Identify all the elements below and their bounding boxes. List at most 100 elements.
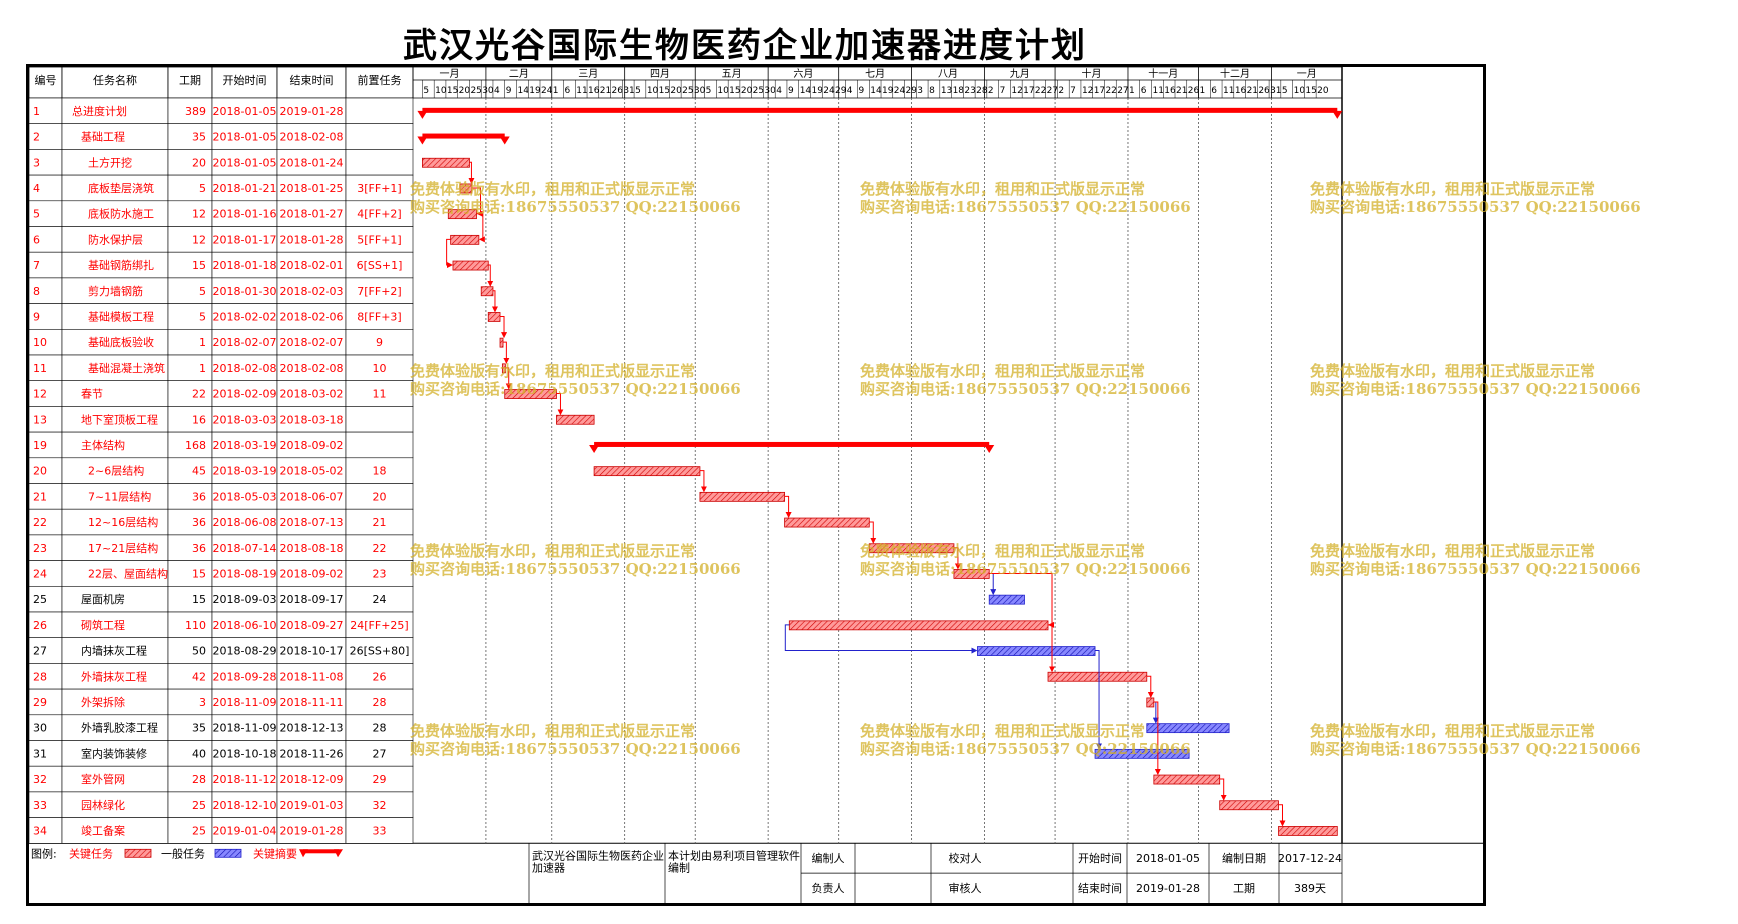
row-end: 2018-01-25 — [280, 182, 344, 195]
row-pred: 26 — [373, 670, 387, 683]
day-label: 10 — [435, 86, 447, 96]
table-cell — [61, 637, 169, 664]
legend-summary-marker — [334, 849, 343, 858]
day-label: 7 — [1070, 86, 1076, 96]
row-pred: 28 — [373, 722, 387, 735]
row-start: 2018-09-28 — [213, 670, 277, 683]
day-label: 20 — [741, 86, 753, 96]
row-start: 2018-01-18 — [213, 259, 277, 272]
day-label: 21 — [600, 86, 611, 96]
row-start: 2018-08-29 — [213, 645, 277, 658]
row-duration: 5 — [199, 182, 206, 195]
row-start: 2018-01-05 — [213, 156, 277, 169]
row-start: 2018-02-08 — [213, 362, 277, 375]
row-name: 外墙乳胶漆工程 — [81, 721, 158, 735]
table-cell — [345, 688, 414, 716]
row-name: 底板垫层浇筑 — [88, 181, 154, 195]
row-start: 2018-03-19 — [213, 465, 277, 478]
row-name: 剪力墙钢筋 — [88, 284, 143, 298]
row-end: 2018-02-06 — [280, 310, 344, 323]
table-cell — [61, 534, 169, 561]
day-label: 26 — [612, 86, 624, 96]
day-label: 5 — [635, 86, 641, 96]
table-cell — [345, 149, 414, 176]
row-end: 2018-01-28 — [280, 233, 344, 246]
footer-date-value: 2017-12-24 — [1278, 852, 1342, 865]
row-duration: 5 — [199, 310, 206, 323]
row-pred: 22 — [373, 542, 387, 555]
day-label: 24 — [541, 86, 553, 96]
row-id: 26 — [33, 619, 47, 632]
footer-project-2: 加速器 — [532, 861, 565, 874]
row-duration: 389 — [185, 105, 206, 118]
row-pred: 28 — [373, 696, 387, 709]
table-cell — [276, 663, 347, 690]
table-cell — [29, 483, 63, 510]
month-label-8: 九月 — [1010, 68, 1030, 80]
row-name: 基础模板工程 — [88, 309, 154, 323]
day-label: 27 — [1047, 86, 1058, 96]
day-label: 15 — [1305, 86, 1316, 96]
table-cell — [211, 637, 278, 664]
table-cell — [29, 688, 63, 716]
table-cell — [276, 688, 347, 716]
row-duration: 15 — [192, 593, 206, 606]
row-name: 室内装饰装修 — [81, 746, 147, 760]
table-cell — [211, 149, 278, 176]
footer-start-value: 2018-01-05 — [1136, 852, 1200, 865]
header-cell — [345, 67, 414, 99]
row-start: 2018-07-14 — [213, 542, 277, 555]
row-start: 2018-11-09 — [213, 722, 277, 735]
row-id: 12 — [33, 388, 47, 401]
day-label: 26 — [1258, 86, 1270, 96]
table-cell — [29, 123, 63, 150]
month-label-3: 四月 — [650, 68, 670, 80]
row-duration: 168 — [185, 439, 206, 452]
dependency-link — [556, 393, 564, 416]
dependency-link — [784, 495, 792, 519]
day-label: 11 — [1223, 86, 1234, 96]
row-id: 28 — [33, 670, 47, 683]
table-cell — [211, 585, 278, 613]
row-start: 2018-03-19 — [213, 439, 277, 452]
day-label: 31 — [623, 86, 634, 96]
table-cell — [345, 714, 414, 741]
footer-owner-label: 负责人 — [812, 881, 845, 895]
day-label: 5 — [706, 86, 712, 96]
row-end: 2018-02-01 — [280, 259, 344, 272]
task-bar-33 — [1219, 800, 1279, 811]
row-start: 2018-12-10 — [213, 799, 277, 812]
footer-duration-value: 389天 — [1294, 882, 1326, 895]
table-cell — [276, 585, 347, 613]
table-cell — [345, 457, 414, 484]
dependency-link — [953, 547, 961, 570]
watermark-text: 免费体验版有水印，租用和正式版显示正常 购买咨询电话:18675550537 QQ… — [1310, 180, 1641, 216]
row-duration: 42 — [192, 670, 206, 683]
row-name: 防水保护层 — [88, 232, 143, 246]
task-bar-20 — [593, 466, 701, 477]
table-cell — [167, 740, 213, 767]
row-id: 19 — [33, 439, 47, 452]
day-label: 4 — [776, 86, 782, 96]
table-cell — [276, 277, 347, 304]
table-cell — [211, 123, 278, 150]
day-label: 5 — [423, 86, 429, 96]
task-bar-27 — [977, 646, 1096, 656]
month-label-4: 五月 — [722, 68, 742, 80]
row-pred: 24 — [373, 593, 387, 606]
legend-summary-marker — [299, 849, 308, 858]
table-cell — [211, 226, 278, 253]
row-name: 基础底板验收 — [88, 335, 154, 349]
watermark-text: 免费体验版有水印，租用和正式版显示正常 购买咨询电话:18675550537 QQ… — [410, 180, 741, 216]
dependency-link — [699, 470, 707, 493]
row-name: 园林绿化 — [81, 798, 125, 812]
table-cell — [167, 765, 213, 793]
task-bar-25 — [988, 594, 1025, 605]
table-cell — [167, 585, 213, 613]
day-label: 16 — [1235, 86, 1247, 96]
day-label: 7 — [1000, 86, 1006, 96]
day-label: 16 — [1164, 86, 1176, 96]
day-label: 29 — [835, 86, 847, 96]
row-start: 2018-01-16 — [213, 208, 277, 221]
